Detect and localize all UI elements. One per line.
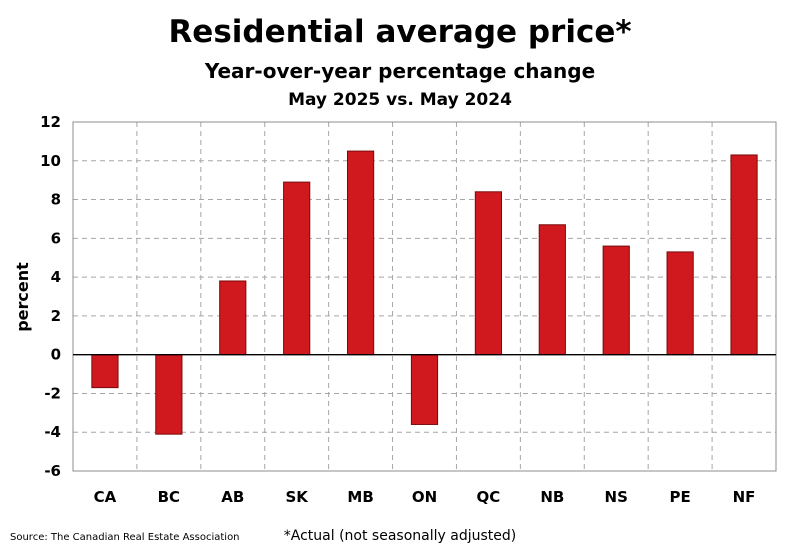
y-tick-label-4: 2: [51, 307, 61, 325]
x-tick-label-sk: SK: [285, 488, 309, 506]
x-tick-label-pe: PE: [670, 488, 691, 506]
y-tick-label-8: 10: [40, 152, 61, 170]
chart-title: Residential average price*: [168, 14, 631, 50]
x-tick-label-on: ON: [412, 488, 437, 506]
plot-area: -6 -4 -2 0 2 4 6 8 10 12 CA BC AB SK MB ON QC NB NS PE NF: [40, 113, 777, 506]
x-tick-label-qc: QC: [477, 488, 501, 506]
y-tick-label-3: 0: [51, 346, 61, 364]
x-tick-label-ca: CA: [94, 488, 117, 506]
bar-ca: [91, 354, 119, 389]
y-tick-label-0: -6: [44, 462, 61, 480]
bar-sk: [283, 181, 311, 356]
chart-date-range: May 2025 vs. May 2024: [288, 90, 512, 110]
x-tick-label-bc: BC: [158, 488, 180, 506]
footnote: *Actual (not seasonally adjusted): [284, 528, 516, 544]
y-tick-label-1: -4: [44, 423, 61, 441]
x-tick-label-nb: NB: [540, 488, 564, 506]
x-tick-label-ns: NS: [605, 488, 628, 506]
chart-subtitle: Year-over-year percentage change: [204, 59, 595, 83]
source-note: Source: The Canadian Real Estate Associa…: [10, 532, 240, 543]
bar-ab: [219, 280, 247, 356]
bar-on: [410, 354, 439, 425]
x-tick-label-ab: AB: [221, 488, 244, 506]
y-tick-label-7: 8: [51, 191, 61, 209]
plot-frame: [72, 121, 777, 472]
y-tick-label-2: -2: [44, 384, 61, 402]
x-tick-label-mb: MB: [347, 488, 373, 506]
y-tick-label-5: 4: [51, 268, 61, 286]
bar-mb: [346, 150, 375, 356]
bar-nf: [730, 154, 758, 356]
bar-nb: [538, 224, 566, 356]
bar-bc: [155, 354, 183, 435]
bar-ns: [602, 245, 630, 356]
y-tick-label-6: 6: [51, 229, 61, 247]
y-axis-label: percent: [13, 262, 32, 332]
bar-pe: [666, 251, 694, 356]
bar-qc: [474, 191, 503, 356]
x-tick-label-nf: NF: [733, 488, 756, 506]
y-tick-label-9: 12: [40, 113, 61, 131]
